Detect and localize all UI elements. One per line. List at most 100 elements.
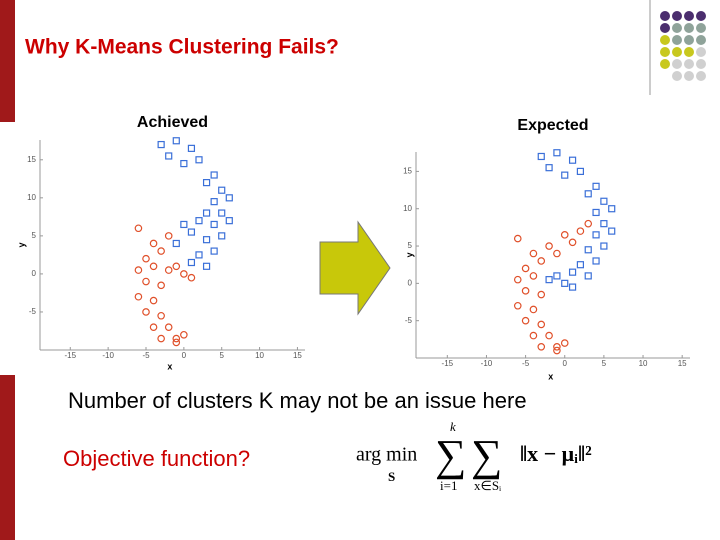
point	[513, 234, 522, 243]
dot	[684, 71, 694, 81]
point	[157, 334, 165, 343]
point	[521, 287, 530, 295]
point	[195, 156, 203, 164]
point	[513, 301, 522, 310]
y-axis-label: y	[16, 242, 26, 247]
formula-operator: arg min	[356, 444, 417, 466]
x-tick-label: 15	[678, 359, 687, 368]
point	[218, 186, 226, 194]
point	[537, 152, 545, 161]
dot	[672, 23, 682, 33]
dot	[672, 35, 682, 45]
point	[210, 220, 218, 229]
x-tick-label: -15	[442, 359, 454, 368]
x-tick-label: 5	[602, 359, 607, 368]
point	[529, 331, 538, 340]
point	[218, 232, 226, 240]
point	[149, 296, 158, 305]
point	[202, 179, 211, 187]
point	[225, 194, 233, 202]
point	[210, 198, 218, 206]
point	[592, 208, 600, 217]
y-tick-label: 0	[408, 278, 413, 287]
point	[157, 311, 165, 320]
dot	[696, 47, 706, 57]
x-tick-label: 5	[219, 351, 224, 360]
formula-sum: ∑	[435, 431, 466, 480]
point	[568, 156, 577, 164]
point	[560, 231, 569, 239]
point	[172, 239, 180, 248]
dot	[660, 59, 670, 69]
dot	[672, 47, 682, 57]
x-tick-label: -10	[102, 351, 114, 360]
dot	[672, 71, 682, 81]
point	[149, 262, 158, 271]
formula-norm: ‖x − μᵢ‖²	[520, 441, 592, 466]
y-tick-label: 0	[32, 269, 37, 278]
point	[165, 152, 173, 160]
x-tick-label: 10	[255, 351, 264, 360]
point	[592, 257, 600, 265]
point	[149, 239, 158, 248]
formula-sum: ∑	[471, 431, 502, 480]
point	[164, 323, 173, 331]
dot	[672, 11, 682, 21]
decoration	[660, 11, 706, 81]
dot	[660, 11, 670, 21]
point	[164, 232, 173, 240]
formula: arg min S ∑ k i=1 ∑ x∈Sᵢ ‖x − μᵢ‖²	[356, 419, 592, 493]
chart-title: Expected	[517, 117, 588, 134]
point	[134, 292, 143, 301]
x-tick-label: -5	[522, 359, 530, 368]
dot	[660, 71, 670, 81]
dot	[684, 47, 694, 57]
statement: Number of clusters K may not be an issue…	[68, 388, 527, 413]
point	[584, 219, 593, 228]
point	[576, 167, 585, 176]
point	[553, 149, 561, 157]
point	[180, 330, 188, 339]
side-bar	[0, 0, 15, 122]
point	[134, 224, 143, 233]
question: Objective function?	[63, 446, 250, 471]
y-tick-label: 15	[403, 167, 412, 176]
point	[608, 227, 616, 235]
dot	[696, 71, 706, 81]
point	[202, 209, 211, 217]
point	[561, 279, 569, 287]
dot	[684, 59, 694, 69]
point	[180, 159, 188, 168]
point	[180, 270, 188, 278]
y-tick-label: 10	[27, 193, 36, 202]
point	[142, 254, 150, 263]
point	[568, 238, 577, 247]
point	[561, 171, 569, 179]
point	[521, 264, 530, 273]
point	[149, 323, 158, 331]
x-tick-label: -10	[481, 359, 493, 368]
dot	[684, 11, 694, 21]
point	[592, 182, 600, 190]
point	[172, 334, 181, 343]
dot	[660, 35, 670, 45]
x-tick-label: -5	[142, 351, 150, 360]
point	[576, 227, 585, 235]
x-tick-label: 0	[563, 359, 568, 368]
point	[584, 246, 592, 254]
dot	[696, 11, 706, 21]
point	[592, 231, 600, 239]
dot	[684, 35, 694, 45]
chart-title: Achieved	[137, 114, 208, 131]
y-tick-label: -5	[29, 307, 37, 316]
point	[187, 144, 196, 152]
point	[545, 276, 553, 284]
dot	[696, 35, 706, 45]
point	[529, 305, 538, 314]
point	[218, 209, 226, 217]
point	[537, 290, 546, 299]
point	[600, 220, 608, 228]
point	[172, 338, 181, 347]
formula-lower: i=1	[440, 478, 457, 493]
